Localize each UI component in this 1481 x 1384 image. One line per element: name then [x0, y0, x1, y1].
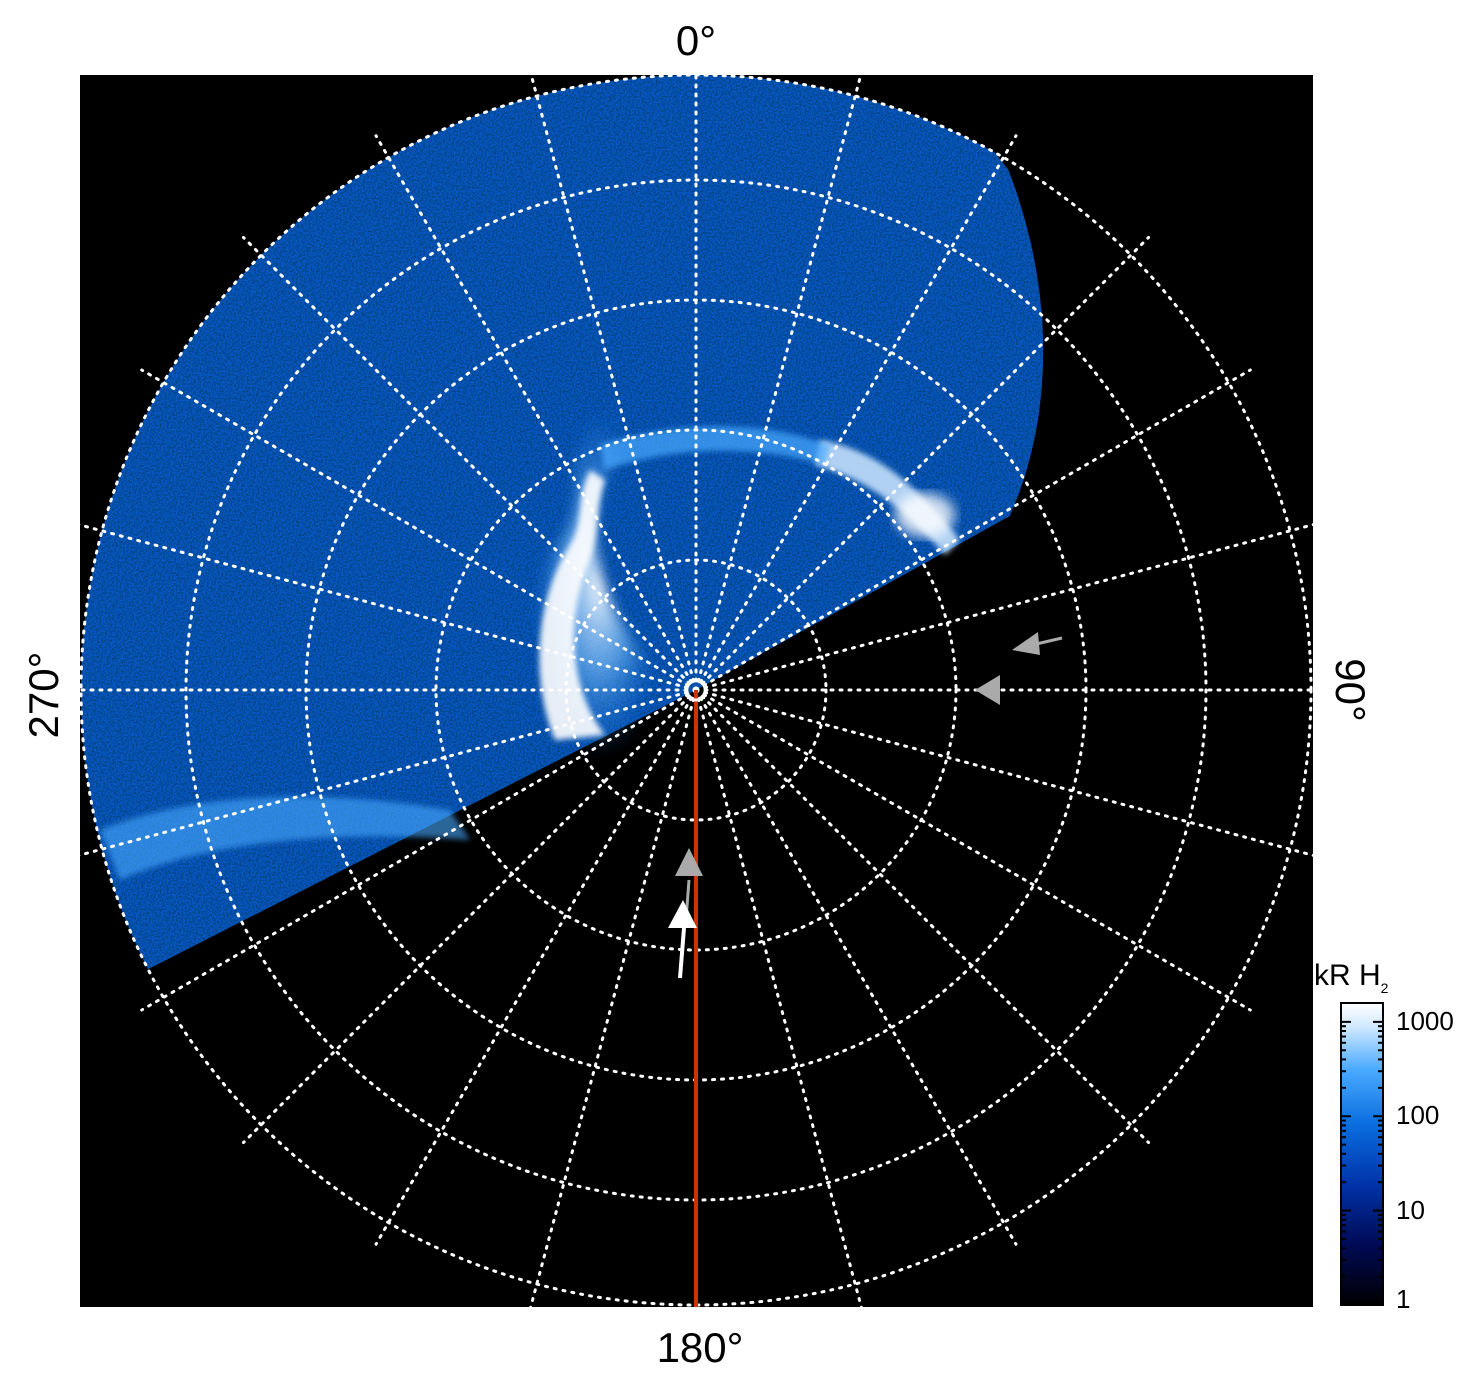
auroral-image-layer	[81, 75, 1044, 970]
annotation-arrows	[668, 632, 1063, 979]
grid-spoke	[694, 688, 1252, 1012]
grid-spoke	[694, 523, 1313, 692]
grid-spoke	[241, 235, 698, 692]
grid-spoke	[694, 688, 1018, 1246]
grid-spoke	[374, 688, 698, 1246]
grid-ring	[564, 558, 828, 822]
grid-spoke	[529, 688, 698, 1307]
colorbar-gradient	[1340, 1002, 1384, 1306]
white-arrow-lower	[668, 900, 697, 979]
grid-spoke	[80, 688, 698, 857]
grid-spoke	[694, 688, 863, 1307]
grid-spoke	[140, 688, 698, 1012]
grid-spoke	[694, 688, 1151, 1145]
label-left: 270°	[20, 652, 67, 739]
label-top: 0°	[676, 17, 716, 64]
grid-spoke	[529, 75, 698, 692]
gray-arrow-right	[975, 675, 1000, 705]
grid-spoke	[80, 523, 698, 692]
inner-arc	[600, 426, 830, 470]
grid-spoke	[694, 368, 1252, 692]
gray-arrow-upper-right	[1012, 632, 1063, 655]
bright-arc-core	[539, 470, 605, 740]
colorbar-tick-label: 100	[1396, 1100, 1439, 1130]
grid-spoke	[374, 134, 698, 692]
colorbar: kR H2 1000 100 10 1	[1314, 959, 1454, 1314]
grid-spoke	[694, 134, 1018, 692]
colorbar-title: kR H2	[1314, 959, 1389, 996]
label-bottom: 180°	[657, 1324, 744, 1371]
grid-spoke	[140, 368, 698, 692]
colorbar-tick-label: 1	[1396, 1284, 1410, 1314]
colorbar-ticks	[1341, 1020, 1383, 1306]
grid-spoke	[694, 688, 1313, 857]
grid-spoke	[241, 688, 698, 1145]
grid-spoke	[694, 75, 863, 692]
colorbar-tick-label: 1000	[1396, 1006, 1454, 1036]
emission-noise-texture	[81, 75, 1044, 970]
lower-band	[100, 796, 470, 880]
pole-marker	[684, 678, 708, 702]
colorbar-tick-label: 10	[1396, 1195, 1425, 1225]
dawn-bright-spot	[895, 493, 955, 537]
grid-spoke	[694, 235, 1151, 692]
label-right: 90°	[1327, 658, 1374, 722]
